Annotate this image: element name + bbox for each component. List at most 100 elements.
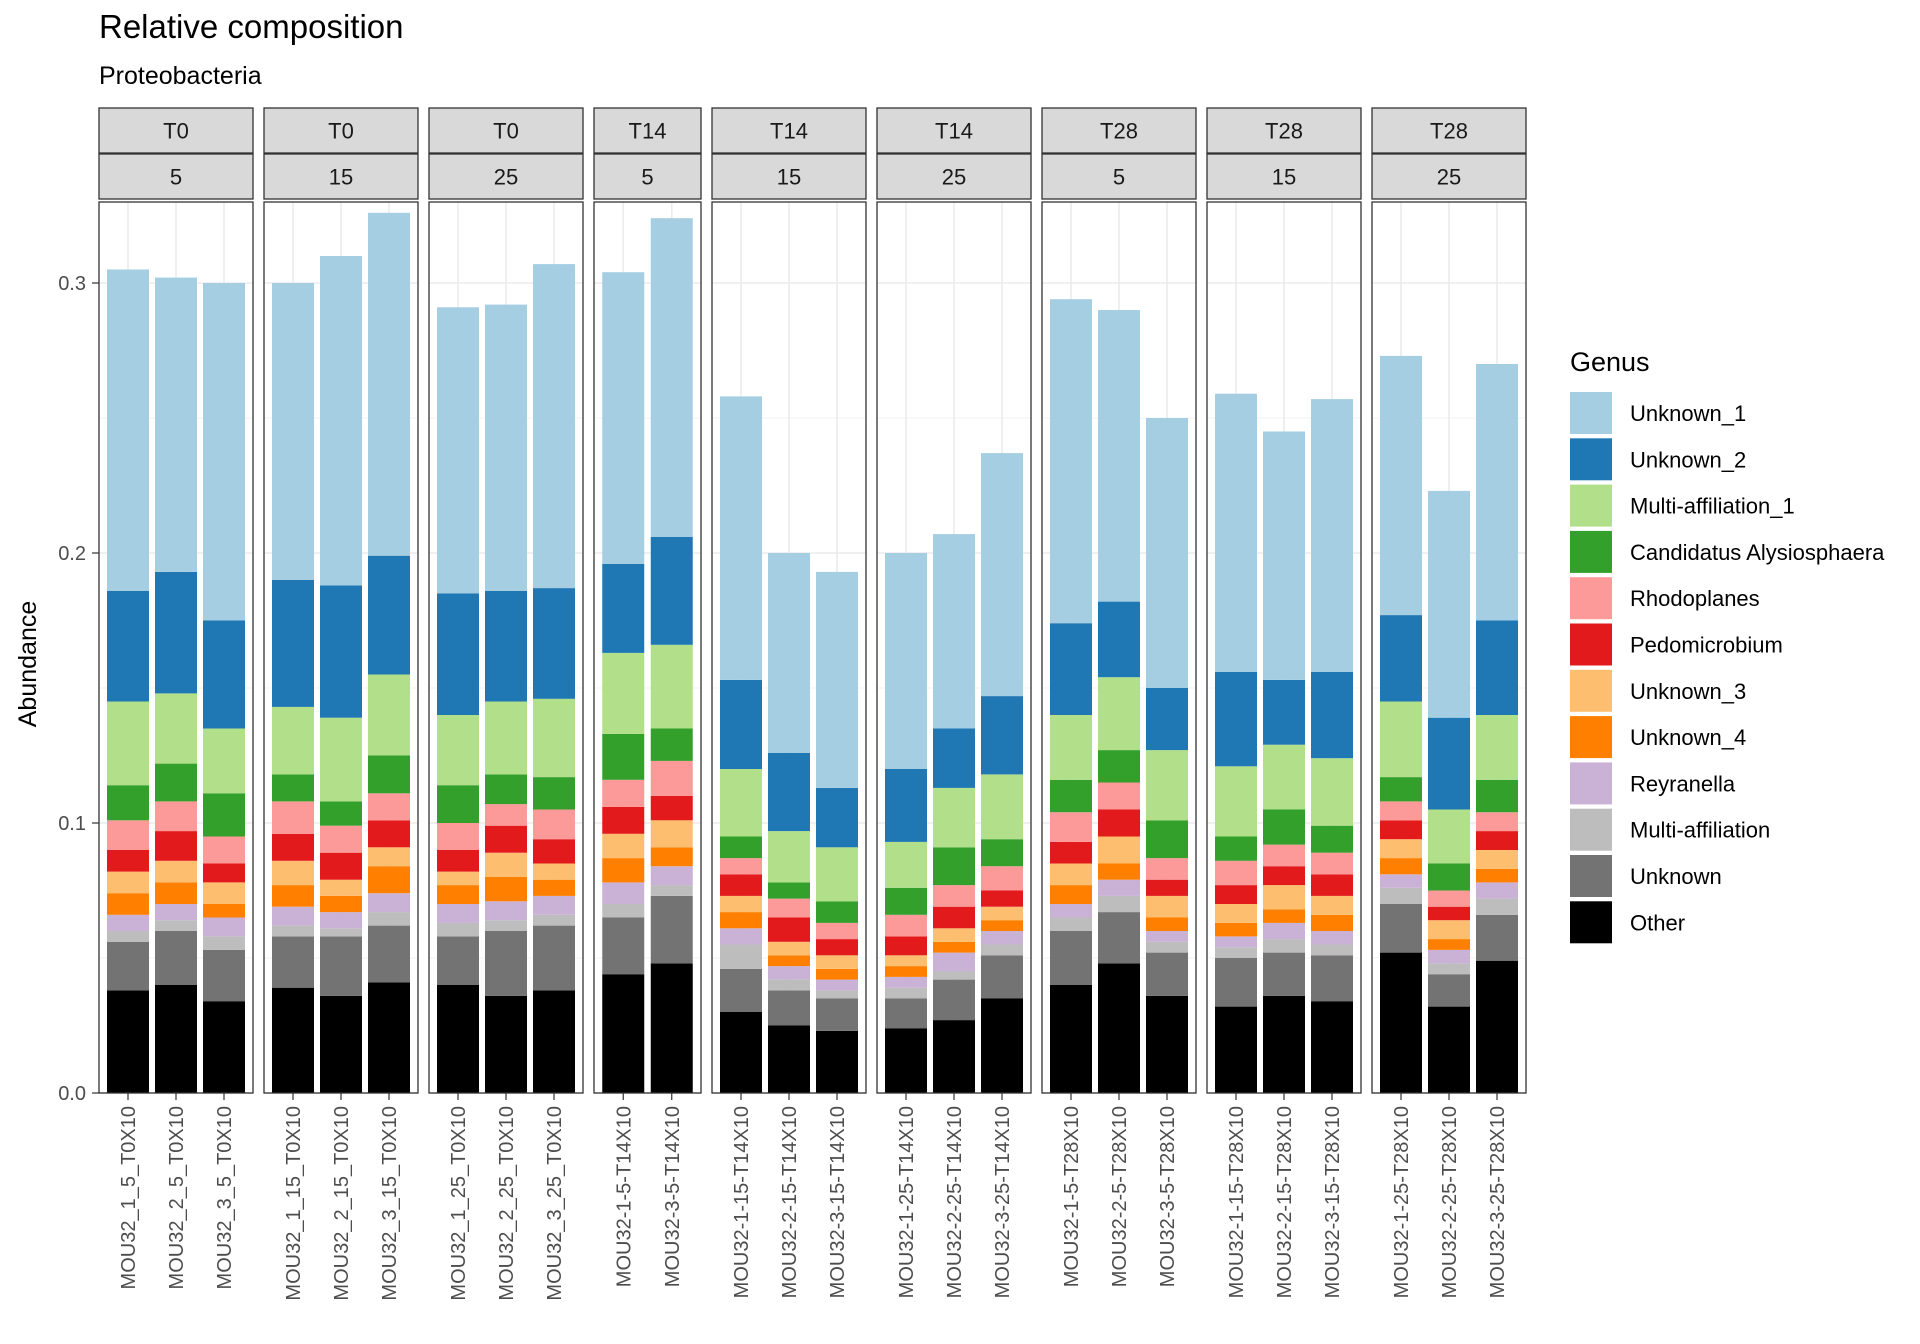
bar-segment bbox=[437, 936, 479, 985]
bar-segment bbox=[933, 728, 975, 788]
bar-segment bbox=[155, 571, 197, 694]
bar-segment bbox=[1146, 688, 1188, 751]
bar-segment bbox=[1146, 750, 1188, 821]
bar-segment bbox=[1311, 825, 1353, 853]
facet-label-top: T0 bbox=[328, 119, 354, 144]
chart-marks: 0.0 0.1 0.2 0.3 T0 5 MOU32_1_5_T0X10 MOU32_2_5_… bbox=[58, 107, 1885, 1301]
bar-segment bbox=[602, 806, 645, 834]
bar-segment bbox=[1311, 852, 1353, 875]
bar-segment bbox=[1428, 963, 1470, 975]
legend-label: Candidatus Alysiosphaera bbox=[1630, 540, 1885, 565]
bar-segment bbox=[602, 272, 645, 564]
bar-segment bbox=[933, 979, 975, 1021]
bar-segment bbox=[981, 774, 1023, 840]
x-tick-label: MOU32-3-15-T28X10 bbox=[1322, 1106, 1344, 1298]
bar-segment bbox=[933, 941, 975, 953]
bar-segment bbox=[320, 825, 362, 853]
bar-segment bbox=[1311, 955, 1353, 1002]
bar-segment bbox=[1098, 809, 1140, 837]
x-tick-label: MOU32-3-5-T14X10 bbox=[662, 1106, 684, 1287]
bar-segment bbox=[155, 860, 197, 883]
bar-segment bbox=[768, 979, 810, 991]
bar-segment bbox=[1098, 912, 1140, 964]
bar-segment bbox=[816, 571, 858, 788]
bar-segment bbox=[768, 966, 810, 980]
y-axis-label: Abundance bbox=[14, 601, 42, 728]
bar-segment bbox=[981, 696, 1023, 775]
bar-segment bbox=[650, 895, 693, 964]
bar-segment bbox=[1380, 801, 1422, 821]
bar-segment bbox=[720, 396, 762, 680]
bar-segment bbox=[1428, 863, 1470, 891]
facet-strip-top bbox=[711, 107, 867, 154]
bar-segment bbox=[1263, 909, 1305, 923]
bar-segment bbox=[203, 949, 245, 1002]
x-tick-label: MOU32-2-15-T14X10 bbox=[779, 1106, 801, 1298]
bar-segment bbox=[1476, 914, 1518, 961]
bar-segment bbox=[1050, 985, 1092, 1093]
bar-segment bbox=[272, 860, 314, 886]
bar-segment bbox=[437, 985, 479, 1093]
facet-label-bottom: 15 bbox=[329, 165, 353, 190]
bar-segment bbox=[368, 212, 410, 556]
bar-segment bbox=[981, 906, 1023, 921]
bar-segment bbox=[816, 939, 858, 956]
legend-label: Unknown_2 bbox=[1630, 447, 1746, 472]
bar-segment bbox=[485, 877, 527, 902]
facet-label-top: T14 bbox=[770, 119, 808, 144]
bar-segment bbox=[320, 936, 362, 996]
bar-segment bbox=[107, 990, 149, 1093]
bar-segment bbox=[885, 987, 927, 999]
bar-segment bbox=[1311, 758, 1353, 826]
legend-swatch bbox=[1570, 901, 1612, 944]
bar-segment bbox=[720, 679, 762, 769]
x-tick-label: MOU32-3-15-T14X10 bbox=[827, 1106, 849, 1298]
bar-segment bbox=[107, 931, 149, 942]
facet-strip-top bbox=[876, 107, 1032, 154]
bar-segment bbox=[816, 787, 858, 848]
bar-segment bbox=[1311, 931, 1353, 945]
bar-segment bbox=[1380, 820, 1422, 840]
bar-segment bbox=[1428, 490, 1470, 718]
legend-swatch bbox=[1570, 762, 1612, 805]
bar-segment bbox=[1050, 863, 1092, 886]
bar-segment bbox=[768, 831, 810, 883]
bar-segment bbox=[933, 847, 975, 886]
facet-strip-bottom bbox=[711, 153, 867, 200]
bar-segment bbox=[885, 955, 927, 967]
bar-segment bbox=[885, 1028, 927, 1093]
facet-strip-bottom bbox=[1206, 153, 1362, 200]
facet-strip-bottom bbox=[428, 153, 584, 200]
bar-segment bbox=[816, 998, 858, 1031]
bar-segment bbox=[650, 820, 693, 848]
facet-label-bottom: 25 bbox=[494, 165, 518, 190]
bar-segment bbox=[602, 858, 645, 883]
facet-strip-bottom bbox=[1041, 153, 1197, 200]
bar-segment bbox=[768, 917, 810, 942]
bar-segment bbox=[1050, 904, 1092, 918]
bar-segment bbox=[768, 553, 810, 753]
bar-segment bbox=[437, 715, 479, 786]
bar-segment bbox=[1380, 904, 1422, 953]
bar-segment bbox=[720, 1012, 762, 1093]
x-tick-label: MOU32-1-25-T14X10 bbox=[896, 1106, 918, 1298]
bar-segment bbox=[1476, 364, 1518, 621]
bar-segment bbox=[485, 304, 527, 591]
y-tick-label: 0.3 bbox=[58, 273, 86, 295]
x-tick-label: MOU32-1-5-T14X10 bbox=[613, 1106, 635, 1287]
bar-segment bbox=[107, 820, 149, 850]
bar-segment bbox=[155, 882, 197, 904]
bar-segment bbox=[1263, 844, 1305, 867]
bar-segment bbox=[650, 847, 693, 867]
bar-segment bbox=[816, 990, 858, 999]
bar-segment bbox=[1380, 777, 1422, 802]
x-tick-label: MOU32-3-25-T28X10 bbox=[1487, 1106, 1509, 1298]
bar-segment bbox=[320, 912, 362, 929]
bar-segment bbox=[1428, 1006, 1470, 1093]
bar-segment bbox=[1098, 879, 1140, 896]
legend-swatch bbox=[1570, 716, 1612, 759]
bar-segment bbox=[485, 852, 527, 877]
bar-segment bbox=[1311, 914, 1353, 931]
bar-segment bbox=[1428, 974, 1470, 1007]
bar-segment bbox=[485, 701, 527, 775]
